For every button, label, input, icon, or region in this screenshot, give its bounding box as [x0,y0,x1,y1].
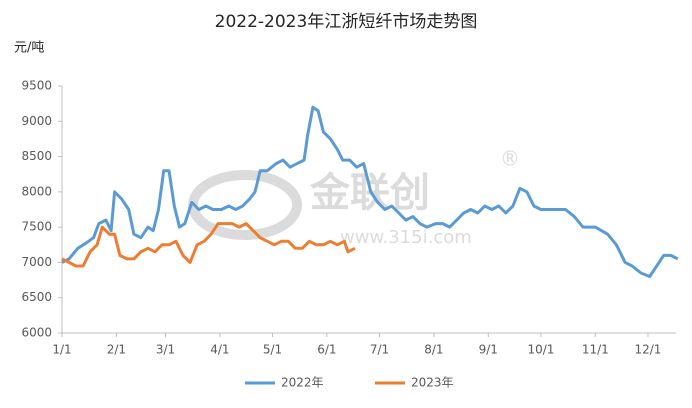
x-tick-label: 8/1 [424,343,443,357]
x-tick-label: 6/1 [317,343,336,357]
x-tick-label: 1/1 [52,343,71,357]
y-tick-label: 7500 [21,220,52,234]
y-tick-label: 9000 [21,114,52,128]
x-tick-label: 9/1 [479,343,498,357]
watermark-url: www.315i.com [340,227,472,248]
legend-label: 2022年 [281,376,324,390]
y-tick-label: 9500 [21,79,52,93]
x-tick-label: 11/1 [582,343,609,357]
watermark-brand: 金联创 [309,170,430,216]
y-tick-label: 8000 [21,184,52,198]
x-tick-label: 2/1 [107,343,126,357]
y-tick-label: 6000 [21,326,52,340]
watermark: 金联创 ® www.315i.com [188,147,520,248]
y-tick-label: 6500 [21,290,52,304]
x-tick-label: 3/1 [156,343,175,357]
x-tick-label: 7/1 [370,343,389,357]
x-tick-label: 12/1 [634,343,661,357]
chart-title: 2022-2023年江浙短纤市场走势图 [215,12,478,32]
legend-label: 2023年 [411,376,454,390]
series-line [61,105,679,278]
x-tick-label: 5/1 [263,343,282,357]
watermark-mark: ® [500,147,520,171]
y-axis-label: 元/吨 [14,41,44,56]
x-tick-label: 4/1 [210,343,229,357]
x-tick-label: 10/1 [527,343,554,357]
y-tick-label: 8500 [21,149,52,163]
y-tick-label: 7000 [21,255,52,269]
series-line [61,222,356,268]
